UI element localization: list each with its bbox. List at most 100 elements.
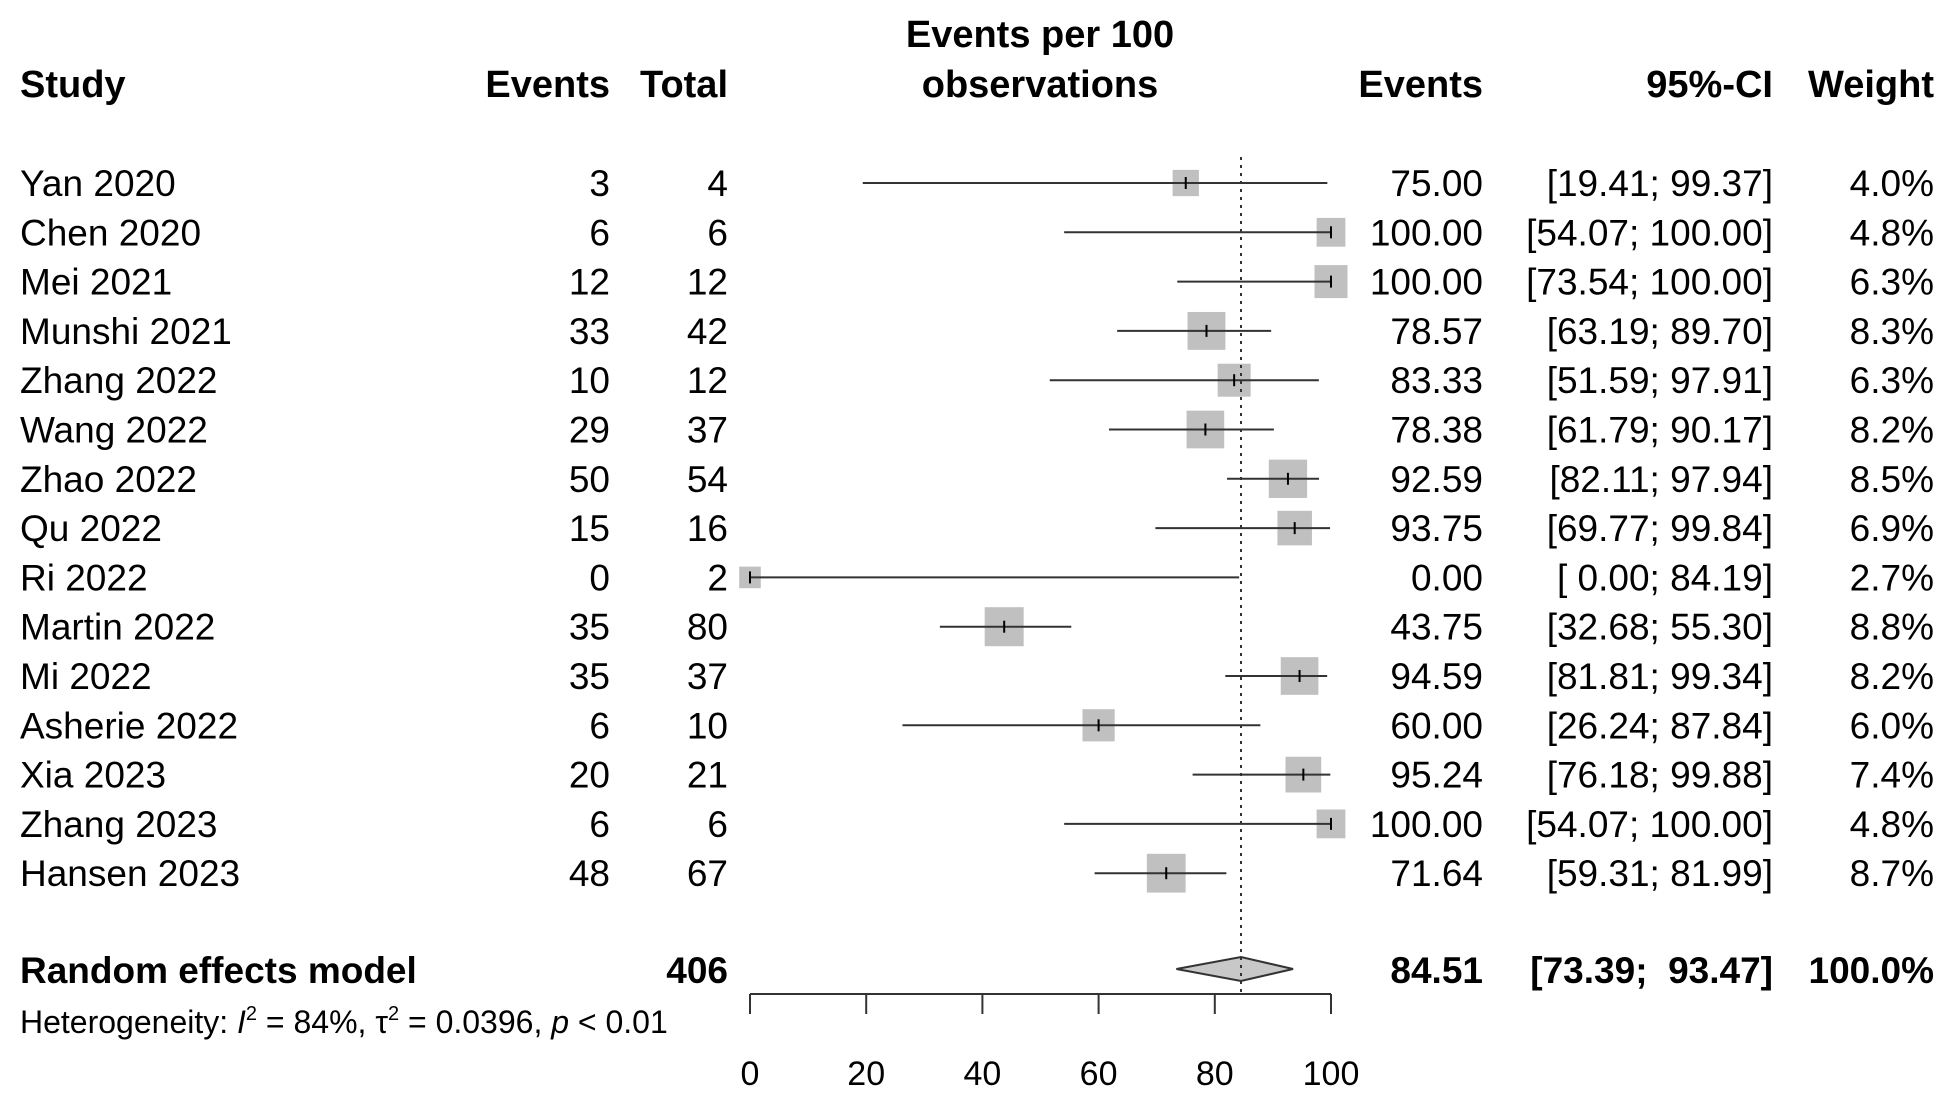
study-name: Mei 2021 — [20, 262, 172, 303]
study-events: 15 — [569, 508, 610, 549]
study-name: Qu 2022 — [20, 508, 162, 549]
study-ci: [73.54; 100.00] — [1526, 262, 1773, 303]
study-total: 67 — [687, 853, 728, 894]
study-ci: [81.81; 99.34] — [1547, 656, 1773, 697]
x-tick-label: 80 — [1196, 1055, 1234, 1093]
study-ci: [26.24; 87.84] — [1547, 705, 1773, 746]
het-i2-sup: 2 — [246, 1003, 257, 1025]
study-name: Xia 2023 — [20, 755, 166, 796]
study-name: Mi 2022 — [20, 656, 152, 697]
study-estimate: 78.57 — [1390, 311, 1483, 352]
study-total: 54 — [687, 459, 728, 500]
study-total: 12 — [687, 360, 728, 401]
study-ci: [ 0.00; 84.19] — [1557, 557, 1773, 598]
x-tick-label: 0 — [741, 1055, 760, 1093]
study-weight: 4.8% — [1850, 804, 1934, 845]
study-events: 12 — [569, 262, 610, 303]
study-weight: 6.0% — [1850, 705, 1934, 746]
header-weight: Weight — [1808, 64, 1934, 106]
study-total: 21 — [687, 755, 728, 796]
study-estimate: 83.33 — [1390, 360, 1483, 401]
study-estimate: 93.75 — [1390, 508, 1483, 549]
het-i2-value: = 84%, — [257, 1004, 375, 1040]
study-name: Zhang 2023 — [20, 804, 218, 845]
study-rows: Yan 2020 3 4 75.00 [19.41; 99.37] 4.0% Chen 20… — [20, 163, 1934, 894]
study-events: 20 — [569, 755, 610, 796]
study-ci: [61.79; 90.17] — [1547, 410, 1773, 451]
x-tick-label: 100 — [1303, 1055, 1360, 1093]
study-name: Zhang 2022 — [20, 360, 218, 401]
het-i2-symbol: I — [237, 1004, 246, 1040]
summary-diamond — [1176, 955, 1294, 983]
study-ci: [51.59; 97.91] — [1547, 360, 1773, 401]
study-ci: [76.18; 99.88] — [1547, 755, 1773, 796]
study-weight: 8.3% — [1850, 311, 1934, 352]
study-events: 6 — [589, 804, 610, 845]
summary-total: 406 — [666, 950, 728, 991]
study-estimate: 78.38 — [1390, 410, 1483, 451]
study-ci: [54.07; 100.00] — [1526, 212, 1773, 253]
study-events: 50 — [569, 459, 610, 500]
header-total: Total — [640, 64, 728, 106]
study-weight: 8.2% — [1850, 656, 1934, 697]
study-estimate: 100.00 — [1370, 262, 1483, 303]
study-weight: 4.0% — [1850, 163, 1934, 204]
summary-estimate: 84.51 — [1390, 950, 1483, 991]
study-weight: 8.7% — [1850, 853, 1934, 894]
study-weight: 8.2% — [1850, 410, 1934, 451]
x-axis: 0 20 40 60 80 100 — [741, 993, 1360, 1093]
study-total: 37 — [687, 656, 728, 697]
x-tick-label: 60 — [1080, 1055, 1118, 1093]
study-estimate: 100.00 — [1370, 212, 1483, 253]
study-ci: [54.07; 100.00] — [1526, 804, 1773, 845]
het-tau-value: = 0.0396, — [399, 1004, 551, 1040]
study-total: 6 — [707, 212, 728, 253]
study-events: 35 — [569, 607, 610, 648]
study-total: 16 — [687, 508, 728, 549]
study-events: 6 — [589, 212, 610, 253]
het-prefix: Heterogeneity: — [20, 1004, 237, 1040]
header-study: Study — [20, 64, 126, 106]
summary-ci: [73.39; 93.47] — [1530, 950, 1773, 991]
study-estimate: 100.00 — [1370, 804, 1483, 845]
study-name: Munshi 2021 — [20, 311, 232, 352]
study-events: 6 — [589, 705, 610, 746]
plot-marks — [739, 157, 1348, 994]
study-total: 37 — [687, 410, 728, 451]
study-name: Yan 2020 — [20, 163, 176, 204]
study-total: 12 — [687, 262, 728, 303]
header-events: Events — [485, 64, 610, 106]
study-events: 0 — [589, 557, 610, 598]
study-ci: [19.41; 99.37] — [1547, 163, 1773, 204]
study-estimate: 75.00 — [1390, 163, 1483, 204]
study-total: 80 — [687, 607, 728, 648]
study-events: 48 — [569, 853, 610, 894]
study-name: Asherie 2022 — [20, 705, 238, 746]
summary-weight: 100.0% — [1809, 950, 1935, 991]
study-ci: [82.11; 97.94] — [1549, 459, 1773, 500]
study-weight: 8.8% — [1850, 607, 1934, 648]
study-ci: [63.19; 89.70] — [1547, 311, 1773, 352]
study-events: 33 — [569, 311, 610, 352]
study-name: Wang 2022 — [20, 410, 208, 451]
study-estimate: 43.75 — [1390, 607, 1483, 648]
study-events: 29 — [569, 410, 610, 451]
het-p-symbol: p — [550, 1004, 569, 1040]
study-weight: 4.8% — [1850, 212, 1934, 253]
study-total: 42 — [687, 311, 728, 352]
study-total: 10 — [687, 705, 728, 746]
header-plot-title-line2: observations — [922, 64, 1159, 106]
study-estimate: 71.64 — [1390, 853, 1483, 894]
study-ci: [32.68; 55.30] — [1547, 607, 1773, 648]
study-weight: 2.7% — [1850, 557, 1934, 598]
heterogeneity-text: Heterogeneity: I2 = 84%, τ2 = 0.0396, p … — [20, 1003, 668, 1040]
study-estimate: 95.24 — [1390, 755, 1483, 796]
study-name: Chen 2020 — [20, 212, 201, 253]
summary-label: Random effects model — [20, 950, 417, 991]
study-events: 3 — [589, 163, 610, 204]
study-weight: 6.3% — [1850, 262, 1934, 303]
study-total: 6 — [707, 804, 728, 845]
het-tau-sup: 2 — [388, 1003, 399, 1025]
het-p-value: < 0.01 — [569, 1004, 668, 1040]
